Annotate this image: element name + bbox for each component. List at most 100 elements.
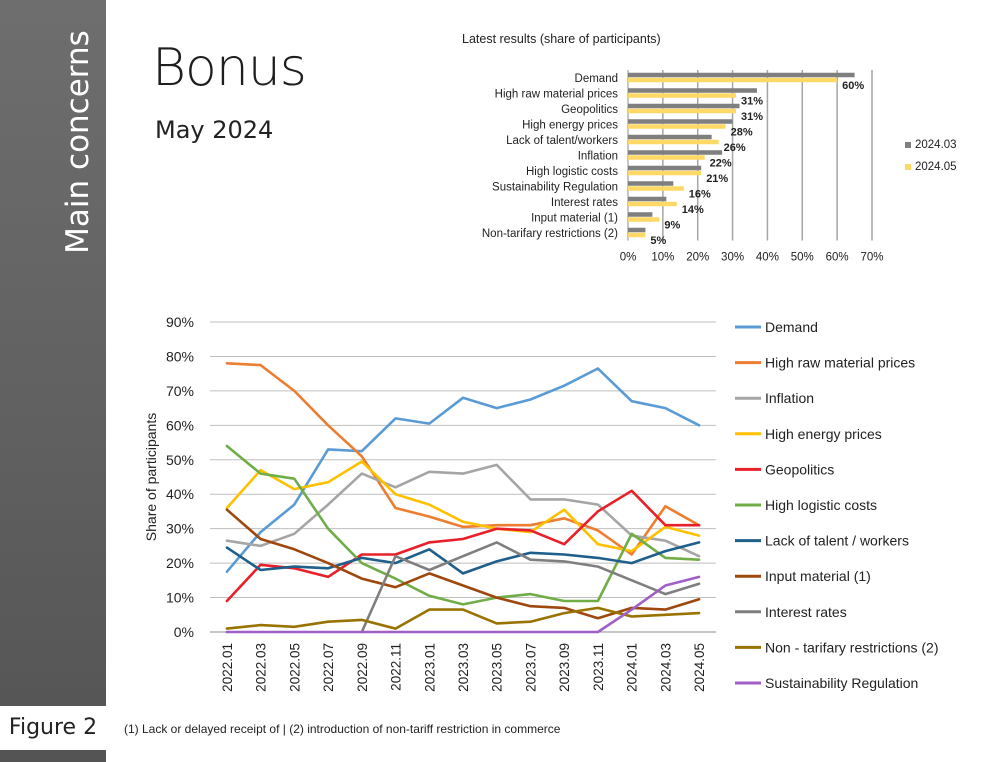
line-x-tick-label: 2022.09 — [355, 643, 370, 692]
line-y-tick-label: 40% — [166, 486, 194, 502]
line-y-tick-label: 10% — [166, 590, 194, 606]
bar-category-label: High raw material prices — [495, 88, 619, 100]
line-legend-label: Lack of talent / workers — [765, 533, 909, 549]
bar-2024-05 — [628, 186, 684, 191]
line-legend-label: Input material (1) — [765, 568, 871, 584]
bar-category-label: Interest rates — [551, 197, 618, 209]
bar-2024-03 — [628, 103, 740, 109]
line-y-tick-label: 30% — [166, 521, 194, 537]
bar-2024-05 — [628, 139, 719, 145]
line-x-tick-label: 2022.05 — [287, 643, 302, 692]
bar-data-label: 60% — [842, 80, 864, 92]
line-y-tick-label: 50% — [166, 452, 194, 468]
line-legend-label: Interest rates — [765, 604, 847, 620]
bar-x-tick-label: 0% — [620, 252, 637, 264]
bar-2024-03 — [628, 227, 646, 233]
line-legend-label: Inflation — [765, 390, 814, 406]
bar-2024-05 — [628, 108, 737, 114]
bar-x-tick-label: 40% — [756, 252, 779, 264]
sidebar-title: Main concerns — [60, 30, 96, 254]
line-x-tick-label: 2024.03 — [658, 643, 673, 692]
line-series-inflation — [225, 463, 701, 558]
bar-category-label: High logistic costs — [526, 166, 618, 178]
bar-x-tick-label: 30% — [721, 252, 744, 264]
bar-data-label: 26% — [724, 142, 746, 154]
bar-x-tick-label: 20% — [686, 252, 709, 264]
bar-data-label: 28% — [731, 126, 753, 138]
latest-results-bar-chart: Latest results (share of participants) 0%… — [462, 32, 957, 264]
line-series-non-tarifary-restrictions-2 — [225, 606, 701, 630]
line-y-axis-label: Share of participants — [143, 413, 159, 541]
line-series-input-material-1 — [225, 508, 701, 620]
line-x-tick-label: 2023.01 — [422, 643, 437, 692]
bar-data-label: 14% — [682, 204, 704, 216]
page-subtitle: May 2024 — [155, 116, 274, 144]
bar-2024-05 — [628, 217, 660, 222]
bar-category-label: Input material (1) — [531, 212, 618, 224]
line-x-tick-label: 2023.11 — [591, 643, 606, 691]
bar-legend-swatch — [905, 142, 911, 148]
line-legend-label: High raw material prices — [765, 355, 915, 371]
trend-line-chart: 0% 10% 20% 30% 40% 50% 60% 70% 80% 90% Share of pa… — [143, 314, 938, 692]
line-legend-label: Sustainability Regulation — [765, 675, 918, 691]
line-y-tick-label: 80% — [166, 348, 194, 364]
line-x-tick-label: 2023.03 — [456, 643, 471, 692]
bar-category-label: Non-tarifary restrictions (2) — [482, 228, 618, 240]
bar-2024-03 — [628, 134, 712, 140]
line-x-tick-label: 2023.09 — [557, 643, 572, 692]
bar-data-label: 9% — [664, 219, 680, 231]
bar-data-label: 5% — [650, 235, 666, 247]
bar-x-tick-label: 50% — [791, 252, 814, 264]
bar-x-tick-label: 60% — [826, 252, 849, 264]
line-legend-label: Demand — [765, 319, 818, 335]
line-x-tick-label: 2022.11 — [389, 643, 404, 691]
line-x-tick-label: 2023.05 — [490, 643, 505, 692]
bar-2024-03 — [628, 212, 653, 217]
line-series-lack-of-talent-workers — [225, 541, 701, 575]
bar-2024-03 — [628, 181, 674, 186]
line-series-geopolitics — [225, 489, 701, 603]
bar-2024-05 — [628, 93, 737, 98]
bar-data-label: 31% — [741, 95, 763, 107]
line-x-tick-label: 2023.07 — [523, 643, 538, 692]
bar-category-label: Inflation — [578, 150, 618, 162]
bar-2024-05 — [628, 201, 677, 207]
line-y-tick-label: 20% — [166, 555, 194, 571]
bar-legend-label: 2024.05 — [915, 161, 957, 173]
bar-2024-03 — [628, 150, 723, 155]
line-legend-label: Non - tarifary restrictions (2) — [765, 639, 938, 655]
bar-data-label: 31% — [741, 111, 763, 123]
footnote: (1) Lack or delayed receipt of | (2) int… — [124, 722, 561, 736]
line-series-sustainability-regulation — [225, 575, 701, 634]
line-legend-label: High energy prices — [765, 426, 882, 442]
line-y-tick-label: 90% — [166, 314, 194, 330]
line-x-tick-label: 2022.01 — [220, 643, 235, 692]
bar-category-label: Sustainability Regulation — [492, 181, 618, 193]
bar-2024-03 — [628, 119, 733, 124]
bar-category-label: High energy prices — [522, 119, 618, 131]
bar-2024-03 — [628, 88, 757, 93]
bar-2024-05 — [628, 155, 705, 160]
bar-category-label: Lack of talent/workers — [506, 135, 618, 147]
bar-2024-05 — [628, 232, 646, 238]
line-y-tick-label: 0% — [174, 624, 194, 640]
line-series-high-logistic-costs — [225, 444, 701, 606]
bar-x-tick-label: 10% — [651, 252, 674, 264]
line-series-interest-rates — [360, 541, 701, 634]
bar-data-label: 21% — [706, 173, 728, 185]
line-x-tick-label: 2022.07 — [321, 643, 336, 692]
line-y-tick-label: 60% — [166, 417, 194, 433]
bar-category-label: Demand — [575, 73, 618, 85]
line-x-tick-label: 2024.05 — [692, 643, 707, 692]
bar-chart-title: Latest results (share of participants) — [462, 32, 661, 46]
bar-data-label: 16% — [689, 188, 711, 200]
bar-2024-03 — [628, 72, 855, 78]
bar-category-label: Geopolitics — [561, 104, 618, 116]
line-x-tick-label: 2024.01 — [625, 643, 640, 692]
bar-2024-03 — [628, 165, 702, 171]
line-series-high-energy-prices — [225, 460, 701, 553]
sidebar: Main concerns Figure 2 — [0, 0, 106, 762]
figure-label: Figure 2 — [0, 706, 106, 750]
bar-2024-05 — [628, 77, 838, 83]
bar-legend-swatch — [905, 164, 911, 170]
